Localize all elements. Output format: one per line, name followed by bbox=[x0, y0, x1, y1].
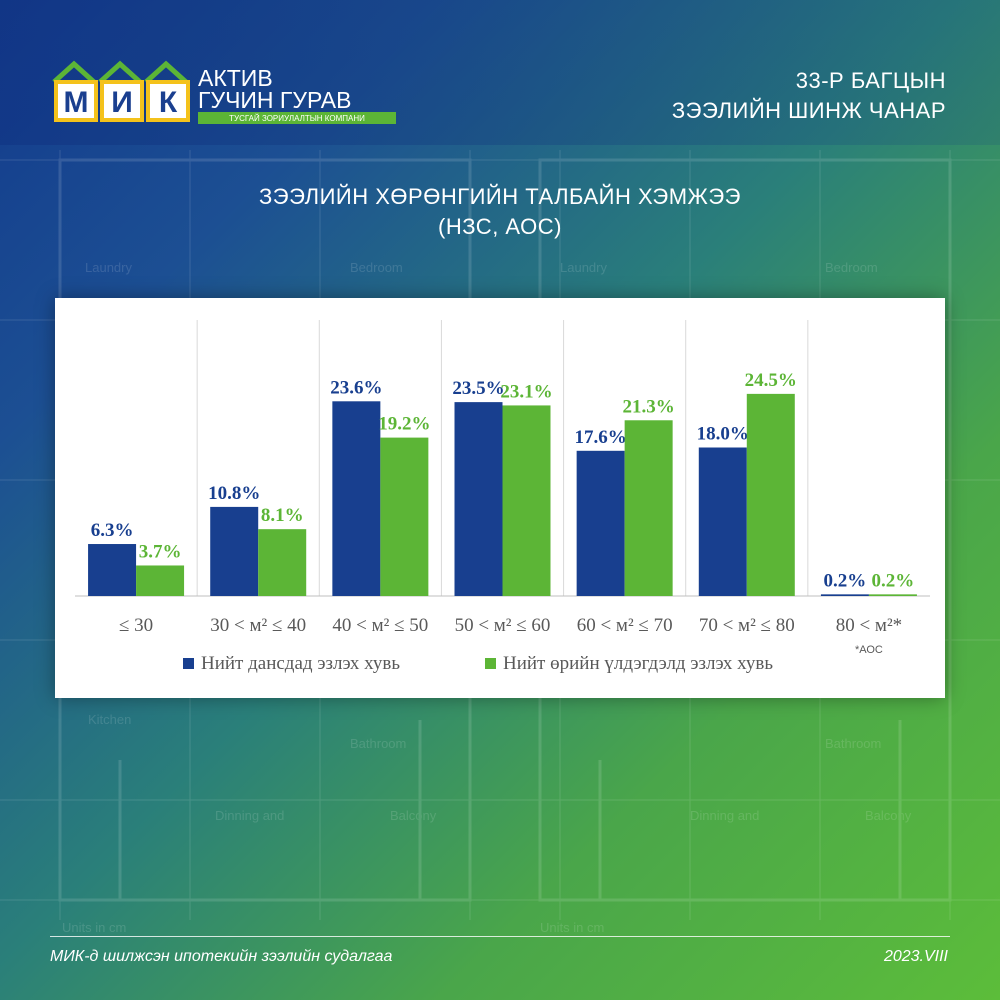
footer-divider bbox=[50, 936, 950, 937]
blueprint-label: Laundry bbox=[560, 260, 607, 275]
logo-tagline: ТУСГАЙ ЗОРИУЛАЛТЫН КОМПАНИ bbox=[229, 114, 365, 123]
blueprint-label: Bathroom bbox=[825, 736, 881, 751]
data-label-series1-5: 18.0% bbox=[697, 424, 749, 445]
logo-box-2 bbox=[100, 80, 144, 122]
logo-letter-2: И bbox=[111, 86, 133, 119]
logo-houses bbox=[52, 60, 188, 84]
data-label-series1-1: 10.8% bbox=[208, 483, 260, 504]
header-title-line2: ЗЭЭЛИЙН ШИНЖ ЧАНАР bbox=[671, 98, 946, 123]
logo-line2: ГУЧИН ГУРАВ bbox=[198, 87, 351, 113]
logo-line1: АКТИВ bbox=[198, 65, 273, 91]
blueprint-label: Bedroom bbox=[825, 260, 878, 275]
bar-series1-5 bbox=[698, 447, 747, 596]
blueprint-label: Balcony bbox=[390, 808, 437, 823]
logo-letter-1: М bbox=[64, 86, 89, 119]
blueprint-label: Dinning and bbox=[215, 808, 284, 823]
logo-letter-3: К bbox=[159, 86, 178, 119]
data-label-series2-0: 3.7% bbox=[139, 541, 182, 562]
bar-series2-0 bbox=[136, 565, 185, 596]
blueprint-label: Bedroom bbox=[350, 260, 403, 275]
blueprint-label: Kitchen bbox=[88, 712, 131, 727]
logo-box-3 bbox=[146, 80, 190, 122]
chart-title: ЗЭЭЛИЙН ХӨРӨНГИЙН ТАЛБАЙН ХЭМЖЭЭ (НЗС, А… bbox=[0, 182, 1000, 242]
data-label-series2-5: 24.5% bbox=[745, 370, 797, 391]
header-title-line1: 33-Р БАГЦЫН bbox=[795, 68, 946, 93]
chart-panel: 6.3% 3.7% ≤ 30 10.8% 8.1% 30 < м² ≤ 40 23.6% 19… bbox=[55, 298, 945, 698]
x-tick-label-5: 70 < м² ≤ 80 bbox=[699, 615, 795, 636]
data-label-series1-3: 23.5% bbox=[452, 378, 504, 399]
bar-series2-4 bbox=[624, 420, 673, 596]
bar-series2-3 bbox=[502, 405, 551, 596]
bar-series1-3 bbox=[454, 402, 503, 596]
bar-series2-6 bbox=[868, 594, 917, 596]
blueprint-label: Units in cm bbox=[62, 920, 126, 935]
data-label-series2-3: 23.1% bbox=[500, 381, 552, 402]
data-label-series1-4: 17.6% bbox=[575, 427, 627, 448]
legend-label-1: Нийт дансдад эзлэх хувь bbox=[201, 653, 400, 674]
x-tick-label-1: 30 < м² ≤ 40 bbox=[210, 615, 306, 636]
blueprint-label: Units in cm bbox=[540, 920, 604, 935]
data-label-series1-6: 0.2% bbox=[824, 570, 867, 591]
bar-series1-1 bbox=[210, 506, 259, 596]
x-tick-label-2: 40 < м² ≤ 50 bbox=[332, 615, 428, 636]
bar-series1-2 bbox=[332, 401, 381, 596]
bar-series2-1 bbox=[258, 529, 307, 596]
chart-note: *АОС bbox=[855, 644, 883, 656]
chart-title-line2: (НЗС, АОС) bbox=[438, 214, 562, 239]
x-tick-label-6: 80 < м²* bbox=[836, 615, 902, 636]
data-label-series2-1: 8.1% bbox=[261, 505, 304, 526]
footer-source: МИК-д шилжсэн ипотекийн зээлийн судалгаа bbox=[50, 948, 393, 965]
bar-series2-2 bbox=[380, 437, 429, 596]
legend-swatch-1 bbox=[183, 658, 194, 669]
data-label-series2-2: 19.2% bbox=[378, 414, 430, 435]
data-label-series2-6: 0.2% bbox=[872, 570, 915, 591]
legend-swatch-2 bbox=[485, 658, 496, 669]
blueprint-label: Bathroom bbox=[350, 736, 406, 751]
footer-date: 2023.VIII bbox=[883, 948, 948, 965]
bar-series1-6 bbox=[820, 594, 869, 596]
data-label-series1-2: 23.6% bbox=[330, 377, 382, 398]
blueprint-label: Balcony bbox=[865, 808, 912, 823]
bar-series1-0 bbox=[88, 544, 137, 596]
blueprint-label: Dinning and bbox=[690, 808, 759, 823]
logo-tagline-bar bbox=[198, 112, 396, 124]
x-tick-label-4: 60 < м² ≤ 70 bbox=[577, 615, 673, 636]
x-tick-label-3: 50 < м² ≤ 60 bbox=[455, 615, 551, 636]
data-label-series1-0: 6.3% bbox=[91, 520, 134, 541]
logo-box-1 bbox=[54, 80, 98, 122]
bar-chart: 6.3%3.7% ≤ 30 10.8%8.1% 30 < м² ≤ 40 23.6% 19… bbox=[75, 320, 930, 674]
blueprint-label: Laundry bbox=[85, 260, 132, 275]
bar-series2-5 bbox=[746, 393, 795, 596]
legend-label-2: Нийт өрийн үлдэгдэлд эзлэх хувь bbox=[503, 653, 773, 674]
header-title: 33-Р БАГЦЫН ЗЭЭЛИЙН ШИНЖ ЧАНАР bbox=[672, 66, 946, 126]
bar-series1-4 bbox=[576, 450, 625, 596]
x-tick-label-0: ≤ 30 bbox=[119, 615, 153, 636]
data-label-series2-4: 21.3% bbox=[623, 396, 675, 417]
chart-title-line1: ЗЭЭЛИЙН ХӨРӨНГИЙН ТАЛБАЙН ХЭМЖЭЭ bbox=[259, 184, 741, 209]
company-logo: М И К АКТИВ ГУЧИН ГУРАВ ТУСГАЙ ЗОРИУЛАЛТ… bbox=[52, 60, 396, 124]
